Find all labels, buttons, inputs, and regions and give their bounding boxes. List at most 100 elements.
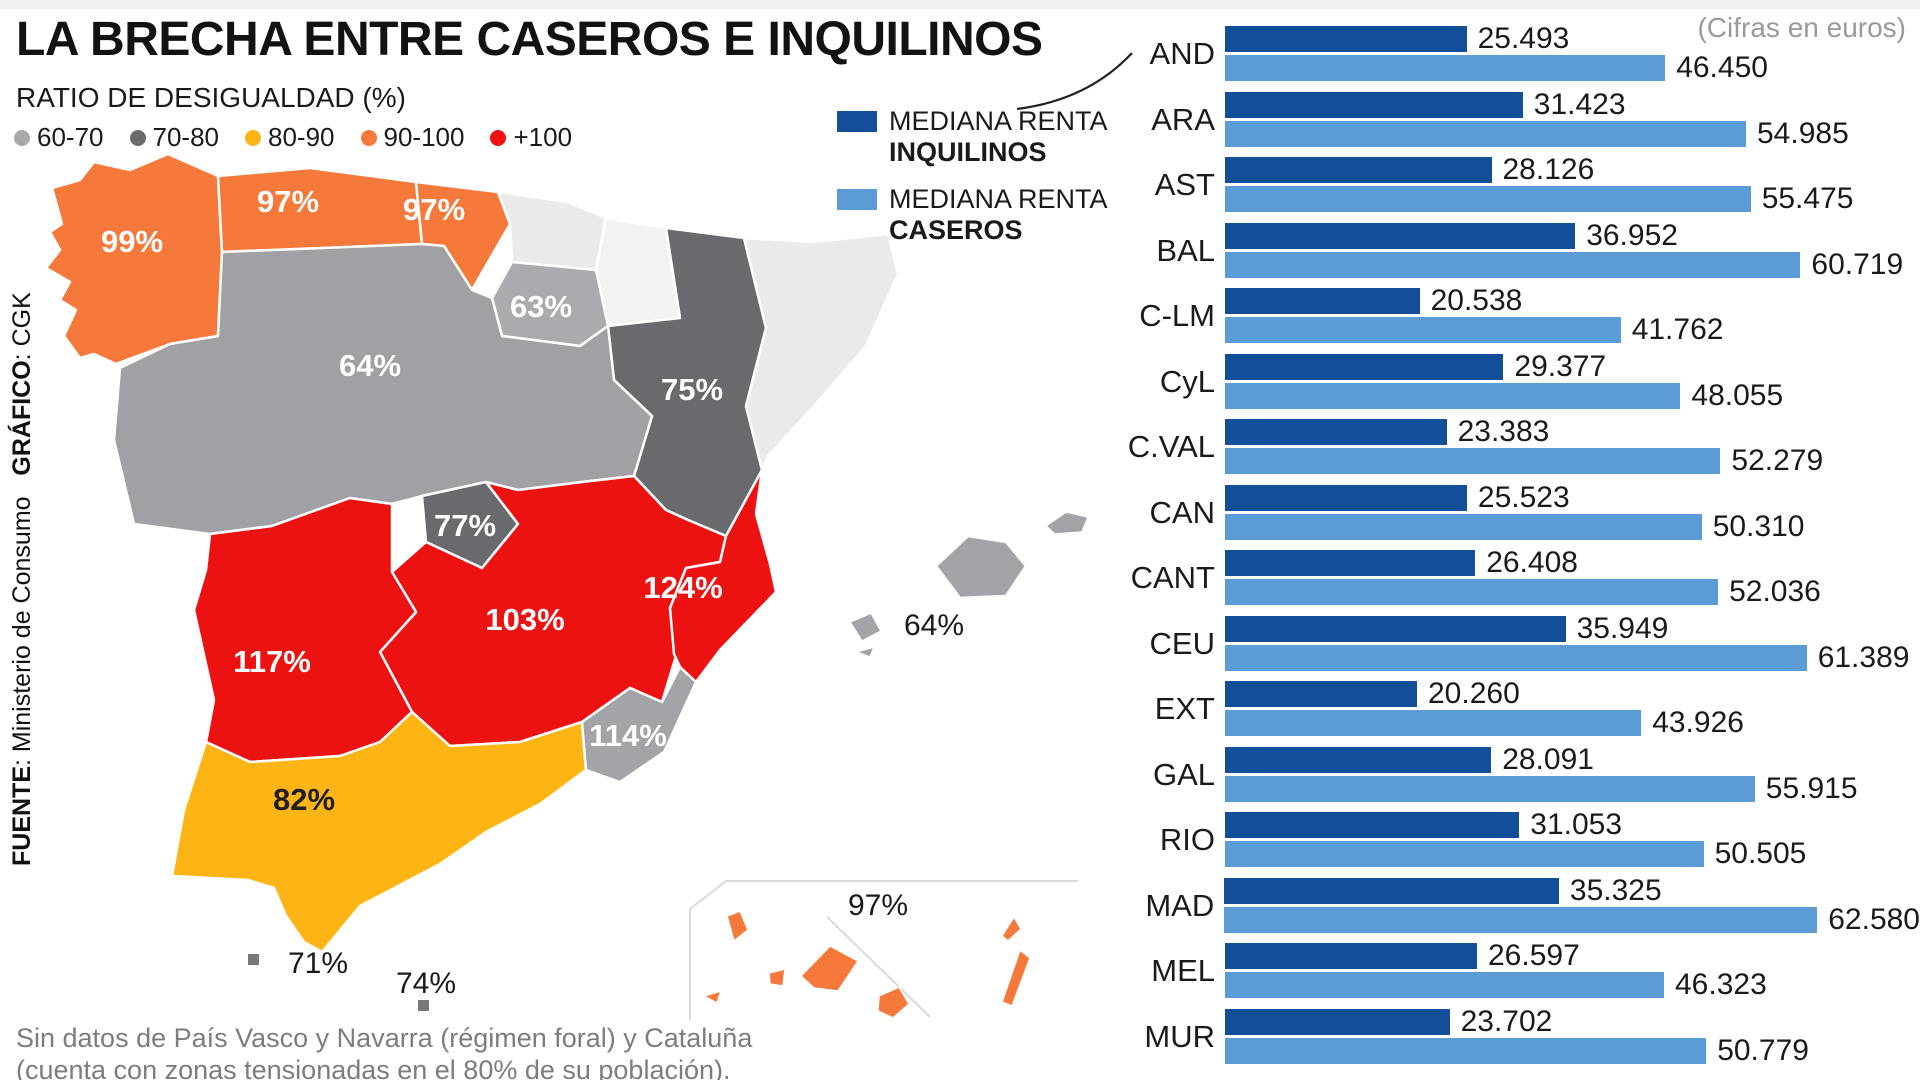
bar-inquilinos[interactable]: [1225, 943, 1477, 969]
island-la-palma[interactable]: [726, 910, 749, 942]
category-label: MUR: [1144, 1018, 1215, 1054]
region-shapes[interactable]: [44, 152, 1089, 954]
grouped-bar-chart: AND 25.493 46.450 ARA 31.423 54.985 AST 28.126 5…: [1120, 22, 1920, 1074]
bar-caseros[interactable]: [1225, 382, 1681, 409]
bar-caseros[interactable]: [1225, 579, 1719, 605]
bar-inquilinos[interactable]: [1225, 26, 1467, 52]
bar-inquilinos[interactable]: [1225, 222, 1576, 249]
island-el-hierro[interactable]: [703, 990, 722, 1004]
category-label: BAL: [1156, 232, 1215, 268]
bar-caseros[interactable]: [1225, 448, 1721, 474]
bar-pair: 35.949 61.389: [1225, 612, 1920, 674]
bar-caseros[interactable]: [1224, 906, 1818, 933]
region-andalucia[interactable]: [170, 710, 588, 954]
island-la-gomera[interactable]: [768, 968, 786, 987]
svg-text:71%: 71%: [288, 947, 348, 980]
map-legend-item: 80-90: [245, 122, 335, 153]
chart-row-MUR: MUR 23.702 50.779: [1120, 1005, 1920, 1067]
bar-line: 29.377: [1225, 350, 1920, 383]
region-pais-vasco[interactable]: [496, 190, 608, 272]
bar-inquilinos[interactable]: [1225, 91, 1523, 118]
bar-inquilinos[interactable]: [1225, 812, 1520, 838]
bar-inquilinos[interactable]: [1225, 746, 1492, 773]
chart-row-CEU: CEU 35.949 61.389: [1120, 612, 1920, 674]
region-baleares-mallorca[interactable]: [934, 534, 1028, 600]
bar-caseros[interactable]: [1225, 841, 1704, 867]
category-label: CANT: [1130, 560, 1215, 595]
bar-caseros[interactable]: [1225, 972, 1664, 998]
svg-text:75%: 75%: [661, 372, 723, 407]
bar-inquilinos[interactable]: [1225, 157, 1492, 183]
svg-text:117%: 117%: [233, 644, 311, 679]
category-label: MEL: [1151, 953, 1215, 988]
category-label: MAD: [1145, 887, 1215, 923]
island-tenerife[interactable]: [800, 945, 859, 992]
canary-islands[interactable]: [703, 910, 1031, 1019]
bar-caseros[interactable]: [1225, 251, 1801, 278]
bar-inquilinos[interactable]: [1225, 288, 1420, 314]
region-asturias[interactable]: [216, 166, 424, 254]
value-label: 23.702: [1460, 1004, 1553, 1038]
island-lanzarote[interactable]: [1001, 916, 1022, 942]
bar-caseros[interactable]: [1225, 317, 1621, 343]
bar-caseros[interactable]: [1225, 120, 1746, 147]
chart-row-CyL: CyL 29.377 48.055: [1120, 350, 1920, 412]
bar-pair: 23.383 52.279: [1225, 415, 1920, 477]
value-label: 26.408: [1486, 546, 1578, 579]
map-legend-label: 70-80: [152, 122, 220, 152]
melilla-marker-icon[interactable]: [418, 1000, 429, 1011]
bar-line: 31.053: [1225, 808, 1920, 841]
map-legend-label: +100: [513, 122, 573, 152]
bar-line: 62.580: [1224, 903, 1920, 936]
value-label: 46.323: [1675, 968, 1767, 1001]
bar-caseros[interactable]: [1225, 55, 1666, 81]
bar-caseros[interactable]: [1225, 513, 1702, 540]
chart-row-ARA: ARA 31.423 54.985: [1120, 88, 1920, 150]
bar-inquilinos[interactable]: [1225, 681, 1417, 707]
region-valencia[interactable]: [668, 468, 778, 684]
chart-row-MAD: MAD 35.325 62.580: [1120, 874, 1920, 936]
bar-line: 35.325: [1224, 874, 1920, 907]
bar-inquilinos[interactable]: [1225, 353, 1504, 380]
chart-row-AST: AST 28.126 55.475: [1120, 153, 1920, 215]
svg-text:124%: 124%: [643, 570, 722, 605]
value-label: 31.423: [1533, 87, 1626, 121]
legend-color-dot-icon: [360, 129, 377, 146]
category-label: CyL: [1159, 363, 1215, 399]
bar-line: 55.475: [1225, 182, 1920, 215]
top-border-band: [0, 0, 1920, 9]
region-baleares-ibiza[interactable]: [849, 612, 882, 642]
bar-inquilinos[interactable]: [1225, 550, 1476, 576]
page-subtitle: RATIO DE DESIGUALDAD (%): [16, 82, 406, 113]
bar-line: 55.915: [1225, 772, 1920, 805]
bar-caseros[interactable]: [1225, 1037, 1707, 1064]
bar-caseros[interactable]: [1225, 775, 1755, 802]
bar-line: 25.493: [1225, 22, 1920, 55]
bar-caseros[interactable]: [1225, 644, 1807, 671]
spain-choropleth-map: 99% 97% 97% 63% 64% 75% 77% 103% 117% 12…: [20, 140, 1100, 1020]
map-legend-label: 80-90: [268, 122, 335, 152]
region-baleares-menorca[interactable]: [1045, 511, 1089, 535]
ceuta-marker-icon[interactable]: [248, 954, 259, 965]
bar-line: 20.538: [1225, 284, 1920, 317]
bar-caseros[interactable]: [1225, 186, 1751, 212]
bar-inquilinos[interactable]: [1225, 1008, 1450, 1035]
bar-inquilinos[interactable]: [1225, 484, 1467, 511]
chart-row-RIO: RIO 31.053 50.505: [1120, 808, 1920, 870]
region-galicia[interactable]: [44, 152, 224, 366]
map-legend-label: 60-70: [37, 122, 104, 152]
region-baleares-formentera[interactable]: [855, 646, 875, 658]
canary-inset: [689, 880, 1078, 1020]
region-cataluna[interactable]: [742, 232, 900, 472]
island-fuerteventura[interactable]: [1001, 949, 1031, 1007]
bar-inquilinos[interactable]: [1224, 877, 1559, 904]
bar-inquilinos[interactable]: [1225, 419, 1447, 445]
value-label: 25.493: [1477, 22, 1570, 55]
island-gran-canaria[interactable]: [877, 986, 910, 1019]
legend-caseros-line1: MEDIANA RENTA: [889, 184, 1108, 214]
bar-caseros[interactable]: [1225, 710, 1642, 736]
region-extremadura[interactable]: [192, 496, 418, 764]
bar-pair: 31.053 50.505: [1225, 808, 1920, 870]
value-label: 41.762: [1631, 313, 1724, 346]
bar-inquilinos[interactable]: [1225, 615, 1566, 642]
